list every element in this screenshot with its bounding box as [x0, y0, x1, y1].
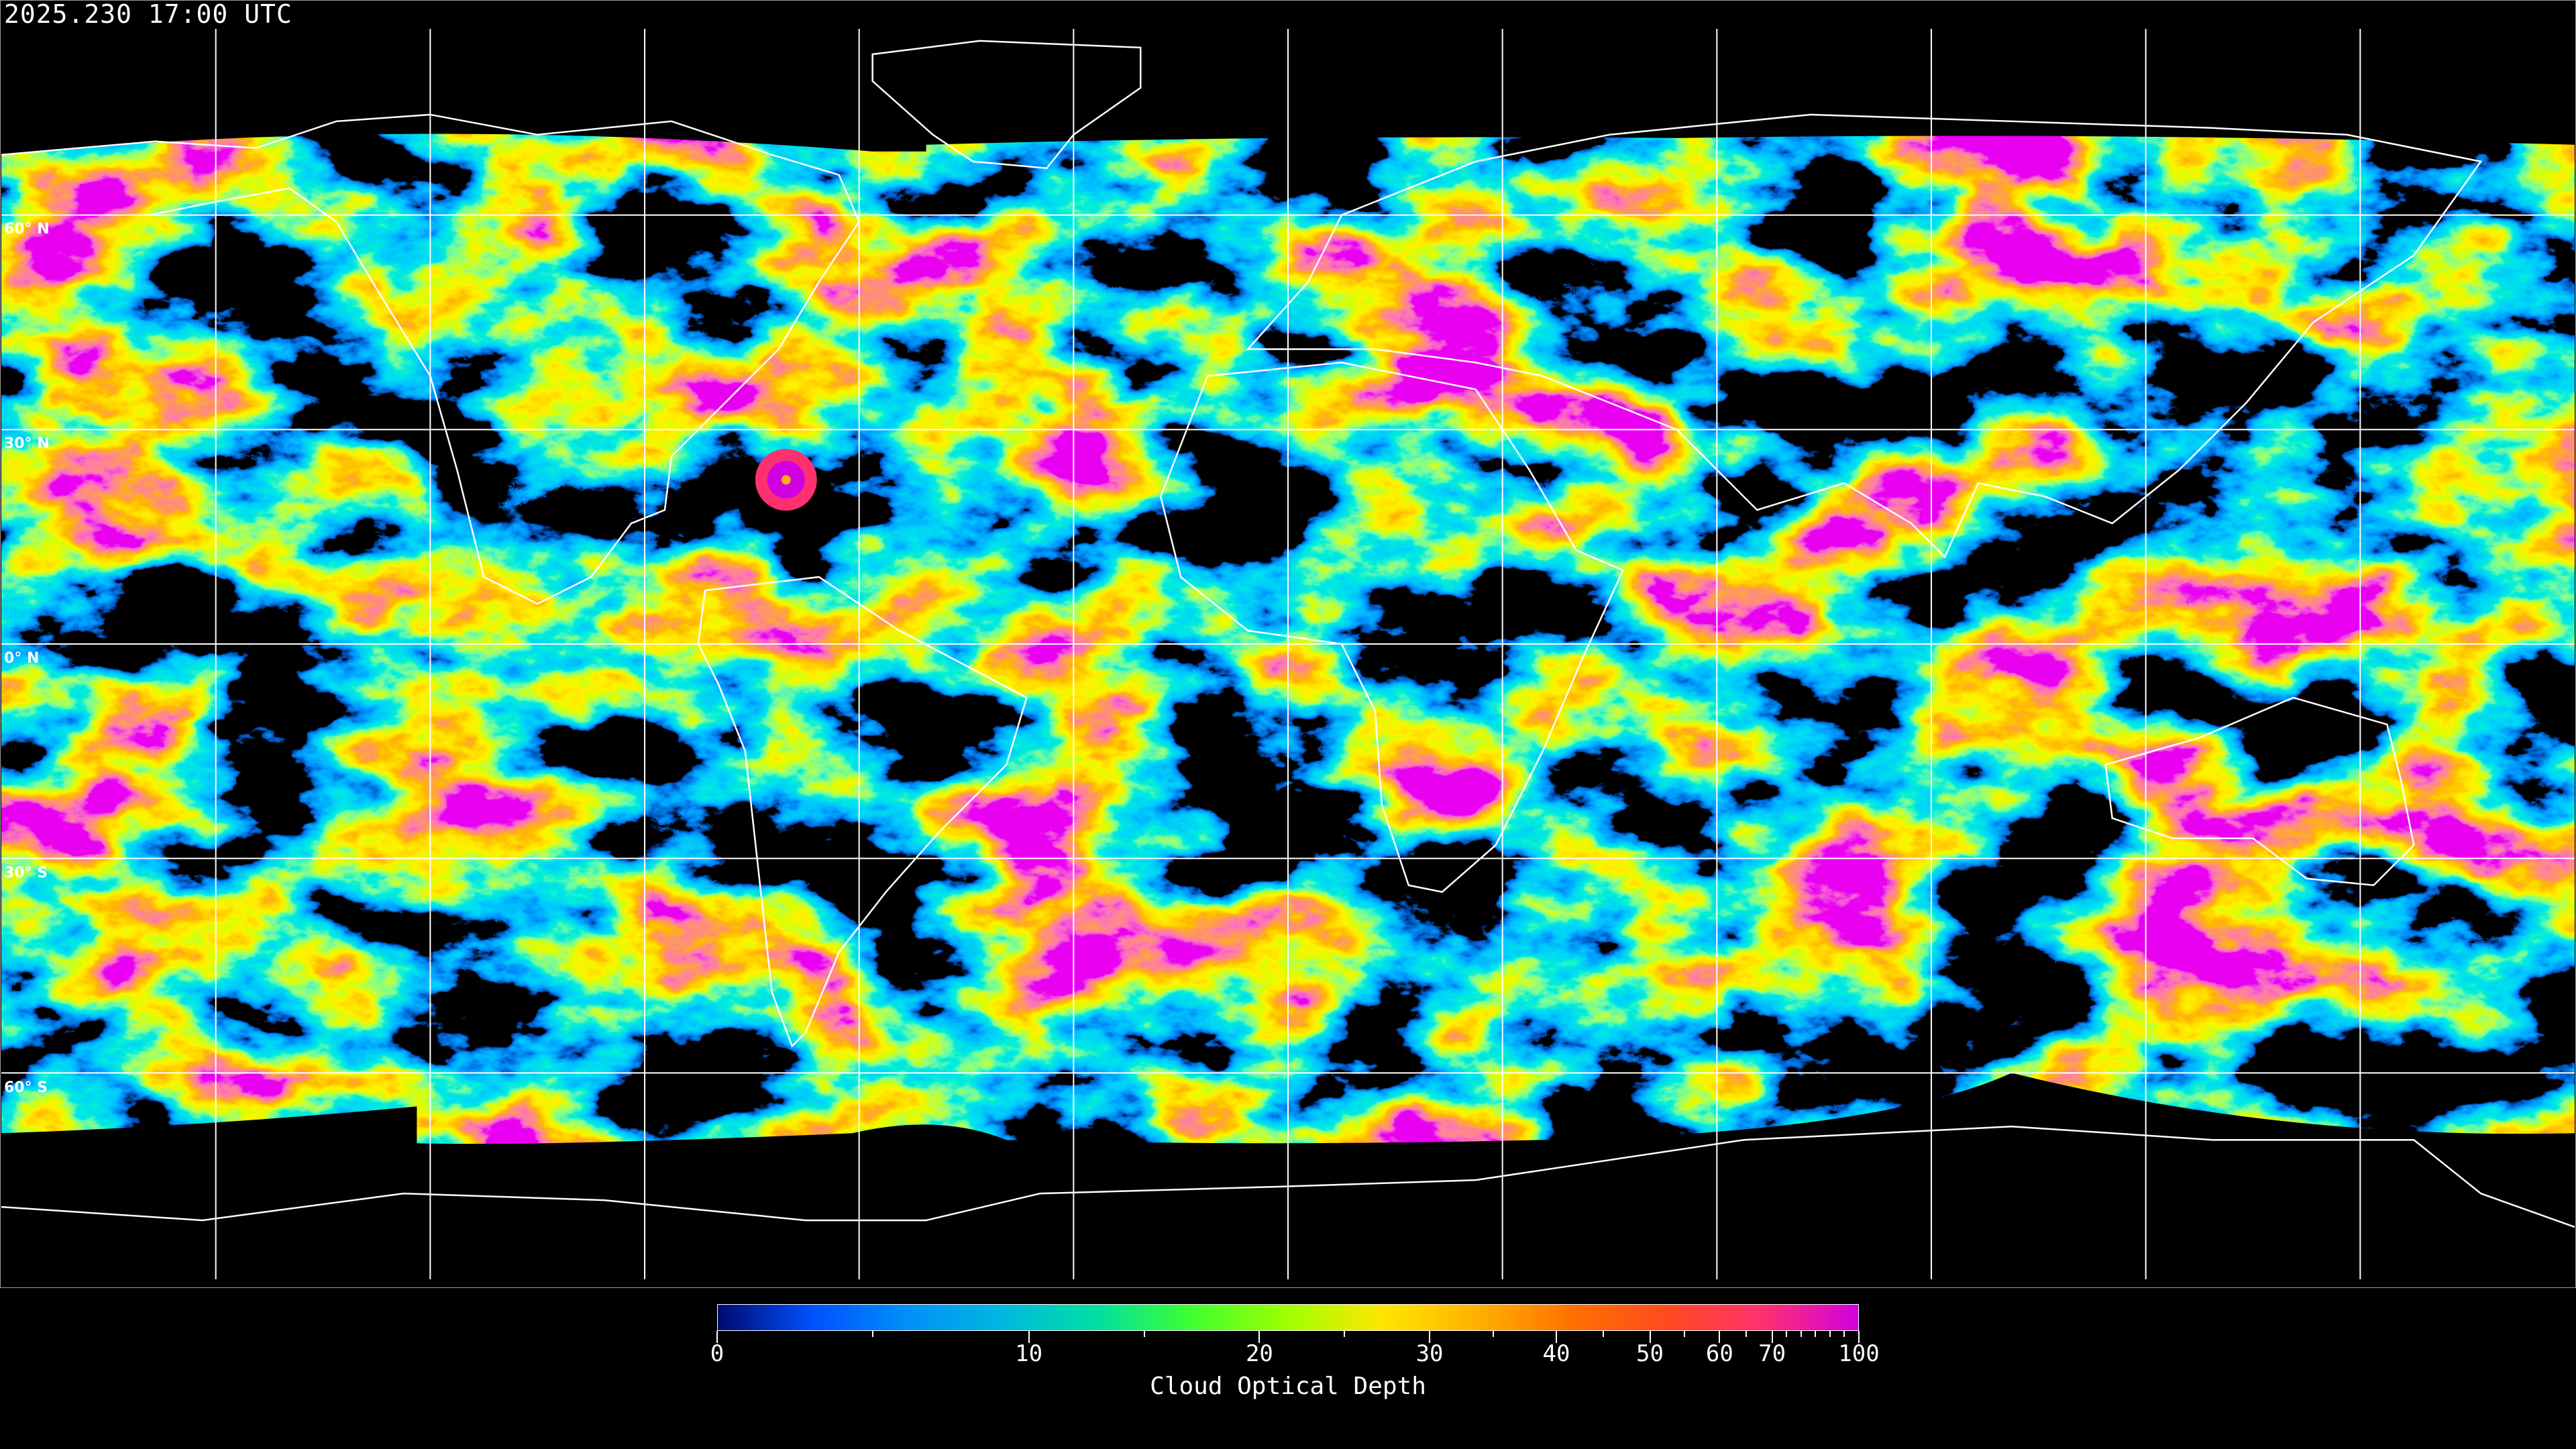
- graticule: [1, 28, 2575, 1280]
- colorbar-tick-label: 100: [1838, 1340, 1880, 1367]
- timestamp-title: 2025.230 17:00 UTC: [4, 0, 292, 29]
- colorbar-major-tick: [1771, 1331, 1773, 1343]
- coastline-africa: [1159, 362, 1625, 893]
- colorbar-tick-label: 40: [1542, 1340, 1570, 1367]
- latitude-label-60n: 60° N: [4, 221, 50, 237]
- colorbar-major-tick: [1719, 1331, 1721, 1343]
- colorbar-minor-tick: [1344, 1331, 1346, 1337]
- colorbar-minor-tick: [872, 1331, 874, 1337]
- colorbar-tick-label: 60: [1705, 1340, 1733, 1367]
- latitude-label-30s: 30° S: [4, 865, 48, 881]
- cloud-optical-depth-map: 2025.230 17:00 UTC 60° N 30° N 0° N 30° …: [0, 0, 2576, 1288]
- coastline-eurasia: [1246, 113, 2483, 559]
- colorbar-minor-tick: [1815, 1331, 1817, 1337]
- coastline-south-america: [697, 576, 1028, 1048]
- latitude-label-60s: 60° S: [4, 1079, 48, 1096]
- colorbar-minor-tick: [1602, 1331, 1604, 1337]
- colorbar-major-tick: [1429, 1331, 1431, 1343]
- colorbar-tick-label: 50: [1636, 1340, 1664, 1367]
- colorbar-tick-label: 30: [1415, 1340, 1444, 1367]
- colorbar-minor-tick: [1143, 1331, 1145, 1337]
- colorbar-title: Cloud Optical Depth: [1150, 1373, 1426, 1400]
- colorbar-major-tick: [1028, 1331, 1030, 1343]
- colorbar-major-tick: [1649, 1331, 1651, 1343]
- colorbar-minor-tick: [1800, 1331, 1802, 1337]
- coastline-greenland: [871, 40, 1142, 170]
- colorbar-tick-label: 20: [1245, 1340, 1273, 1367]
- colorbar-major-tick: [1258, 1331, 1260, 1343]
- colorbar-major-tick: [716, 1331, 718, 1343]
- colorbar-tick-label: 70: [1758, 1340, 1786, 1367]
- colorbar: [717, 1304, 1859, 1331]
- colorbar-minor-tick: [1492, 1331, 1494, 1337]
- colorbar-minor-tick: [1786, 1331, 1788, 1337]
- colorbar-major-tick: [1555, 1331, 1557, 1343]
- colorbar-tick-label: 0: [710, 1340, 724, 1367]
- map-canvas: [1, 1, 2575, 1287]
- tropical-cyclone: [755, 449, 817, 511]
- latitude-label-30n: 30° N: [4, 435, 50, 452]
- coastlines: [1, 40, 2575, 1228]
- colorbar-minor-tick: [1684, 1331, 1686, 1337]
- colorbar-minor-tick: [1745, 1331, 1747, 1337]
- coastline-australia: [2104, 696, 2415, 886]
- colorbar-major-tick: [1858, 1331, 1860, 1343]
- colorbar-minor-tick: [1829, 1331, 1831, 1337]
- colorbar-minor-tick: [1843, 1331, 1845, 1337]
- colorbar-tick-label: 10: [1015, 1340, 1043, 1367]
- coastline-antarctica: [1, 1125, 2575, 1228]
- latitude-label-0n: 0° N: [4, 650, 40, 667]
